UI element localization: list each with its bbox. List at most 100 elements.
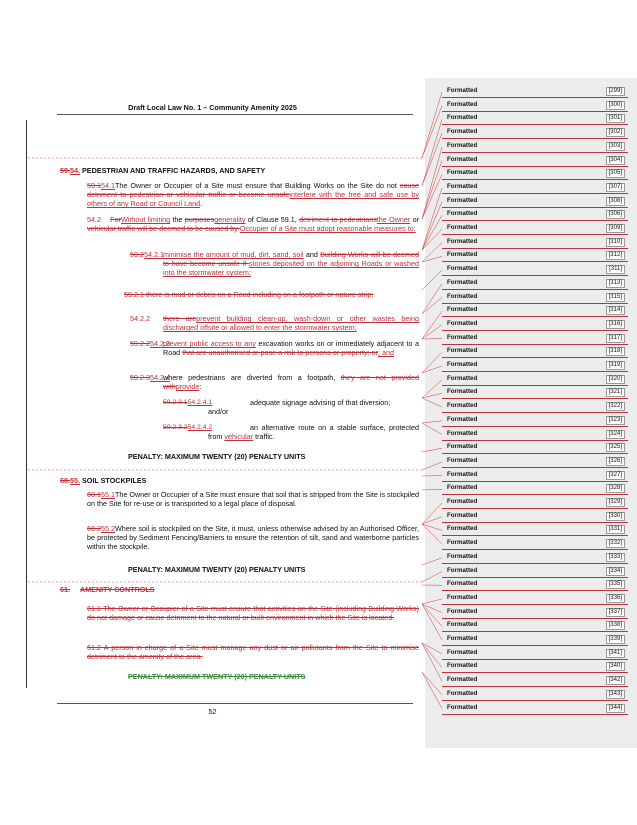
formatted-balloon[interactable]: Formatted [326] <box>442 456 628 468</box>
formatted-balloon[interactable]: Formatted [339] <box>442 634 628 646</box>
formatted-balloon[interactable]: Formatted [336] <box>442 593 628 605</box>
clause-54-2-2[interactable]: there areprevent building clean-up, wash… <box>163 314 419 332</box>
balloon-number: [321] <box>605 388 625 398</box>
formatted-balloon[interactable]: Formatted [309] <box>442 223 628 235</box>
balloon-label: Formatted <box>447 648 478 656</box>
balloon-label: Formatted <box>447 607 478 615</box>
balloon-label: Formatted <box>447 703 478 711</box>
clause-54-2-3-number: 59.2.254.2.3 <box>130 339 170 348</box>
clause-61-1-deleted[interactable]: 61.1 The Owner or Occupier of a Site mus… <box>87 604 419 622</box>
formatted-balloon[interactable]: Formatted [331] <box>442 524 628 537</box>
balloon-label: Formatted <box>447 128 478 136</box>
formatted-balloon[interactable]: Formatted [321] <box>442 387 628 400</box>
formatted-balloon[interactable]: Formatted [311] <box>442 264 628 277</box>
formatted-balloon[interactable]: Formatted [330] <box>442 511 628 523</box>
formatted-balloon[interactable]: Formatted [324] <box>442 429 628 441</box>
clause-54-2-4-2-number: 59.2.3.254.2.4.2 <box>163 424 213 431</box>
clause-54-2-4-number: 59.2.354.2.4 <box>130 373 170 382</box>
formatted-balloon[interactable]: Formatted [306] <box>442 209 628 222</box>
balloon-label: Formatted <box>447 470 478 478</box>
clause-55-2[interactable]: 60.255.2Where soil is stockpiled on the … <box>87 524 419 551</box>
formatted-balloon[interactable]: Formatted [335] <box>442 579 628 592</box>
balloon-label: Formatted <box>447 319 478 327</box>
balloon-label: Formatted <box>447 306 478 314</box>
formatted-balloon[interactable]: Formatted [317] <box>442 333 628 345</box>
formatted-balloon[interactable]: Formatted [304] <box>442 155 628 167</box>
balloon-label: Formatted <box>447 333 478 341</box>
balloon-label: Formatted <box>447 361 478 368</box>
formatted-balloon[interactable]: Formatted [323] <box>442 415 628 427</box>
header-rule <box>57 114 413 115</box>
formatted-balloon[interactable]: Formatted [303] <box>442 141 628 153</box>
formatted-balloon[interactable]: Formatted [327] <box>442 470 628 482</box>
clause-54-2[interactable]: 54.2 ForWithout limiting the purposesgen… <box>87 215 419 233</box>
section-54-heading[interactable]: 59.54. PEDESTRIAN AND TRAFFIC HAZARDS, A… <box>60 166 266 175</box>
formatted-balloon[interactable]: Formatted [320] <box>442 374 628 386</box>
balloon-number: [322] <box>605 402 625 412</box>
formatted-balloon[interactable]: Formatted [340] <box>442 661 628 674</box>
formatted-balloon[interactable]: Formatted [313] <box>442 278 628 290</box>
formatted-balloon[interactable]: Formatted [319] <box>442 360 628 372</box>
formatted-balloon[interactable]: Formatted [316] <box>442 319 628 331</box>
formatted-balloon[interactable]: Formatted [315] <box>442 292 628 304</box>
balloon-number: [332] <box>605 539 625 549</box>
formatted-balloon[interactable]: Formatted [344] <box>442 703 628 715</box>
formatted-balloon[interactable]: Formatted [334] <box>442 566 628 578</box>
formatted-balloon[interactable]: Formatted [332] <box>442 538 628 551</box>
formatted-balloon[interactable]: Formatted [314] <box>442 305 628 318</box>
formatted-balloon[interactable]: Formatted [322] <box>442 401 628 414</box>
formatted-balloon[interactable]: Formatted [329] <box>442 497 628 509</box>
balloon-label: Formatted <box>447 552 478 560</box>
formatted-balloon[interactable]: Formatted [342] <box>442 675 628 688</box>
penalty-61-deleted: PENALTY: MAXIMUM TWENTY (20) PENALTY UNI… <box>128 672 306 681</box>
formatted-balloon[interactable]: Formatted [299] <box>442 86 628 98</box>
formatted-balloon[interactable]: Formatted [302] <box>442 127 628 140</box>
formatted-balloon[interactable]: Formatted [305] <box>442 168 628 181</box>
clause-55-1[interactable]: 60.155.1The Owner or Occupier of a Site … <box>87 490 420 508</box>
clause-54-1[interactable]: 59.154.1The Owner or Occupier of a Site … <box>87 181 419 208</box>
clause-54-2-4-2[interactable]: an alternative route on a stable surface… <box>208 423 419 441</box>
balloon-number: [334] <box>605 566 625 576</box>
section-61-heading-deleted[interactable]: 61. AMENITY CONTROLS <box>60 585 155 594</box>
balloon-number: [302] <box>605 128 625 138</box>
balloon-label: Formatted <box>447 251 478 259</box>
formatted-balloon[interactable]: Formatted [312] <box>442 250 628 263</box>
balloon-label: Formatted <box>447 662 478 670</box>
section-55-heading[interactable]: 60.55. SOIL STOCKPILES <box>60 476 147 485</box>
clause-54-2-4[interactable]: where pedestrians are diverted from a fo… <box>163 373 419 391</box>
document-page: Draft Local Law No. 1 – Community Amenit… <box>26 103 420 716</box>
page-header: Draft Local Law No. 1 – Community Amenit… <box>128 103 297 112</box>
formatted-balloon[interactable]: Formatted [301] <box>442 113 628 126</box>
clause-54-2-1[interactable]: minimise the amount of mud, dirt, sand, … <box>163 250 419 277</box>
formatted-balloon[interactable]: Formatted [310] <box>442 237 628 249</box>
formatted-balloon[interactable]: Formatted [328] <box>442 483 628 496</box>
balloon-number: [333] <box>605 552 625 562</box>
balloon-number: [310] <box>605 237 625 247</box>
formatted-balloon[interactable]: Formatted [318] <box>442 346 628 359</box>
balloon-label: Formatted <box>447 621 478 629</box>
balloon-label: Formatted <box>447 374 478 382</box>
formatted-balloon[interactable]: Formatted [325] <box>442 442 628 455</box>
balloon-label: Formatted <box>447 141 478 149</box>
formatted-balloon[interactable]: Formatted [338] <box>442 620 628 633</box>
penalty-55: PENALTY: MAXIMUM TWENTY (20) PENALTY UNI… <box>128 565 306 574</box>
deleted-clause-59-2-1[interactable]: 59.2.1 there is mud or debris on a Road … <box>124 290 374 299</box>
balloon-number: [342] <box>605 676 625 686</box>
clause-54-2-3[interactable]: prevent public access to any excavation … <box>163 339 419 357</box>
balloon-number: [314] <box>605 306 625 316</box>
formatted-balloon[interactable]: Formatted [300] <box>442 100 628 112</box>
formatted-balloon[interactable]: Formatted [341] <box>442 648 628 660</box>
clause-61-2-deleted[interactable]: 61.2 A person in charge of a Site must m… <box>87 643 419 661</box>
formatted-balloon[interactable]: Formatted [343] <box>442 689 628 701</box>
formatted-balloon[interactable]: Formatted [333] <box>442 552 628 564</box>
balloon-label: Formatted <box>447 498 478 505</box>
balloon-number: [327] <box>605 470 625 480</box>
balloon-number: [336] <box>605 593 625 603</box>
formatted-balloon[interactable]: Formatted [308] <box>442 196 628 208</box>
formatted-balloon[interactable]: Formatted [337] <box>442 607 628 619</box>
balloon-number: [338] <box>605 621 625 631</box>
balloon-label: Formatted <box>447 456 478 464</box>
clause-54-2-4-1[interactable]: adequate signage advising of that divers… <box>250 398 391 407</box>
balloon-number: [316] <box>605 319 625 329</box>
formatted-balloon[interactable]: Formatted [307] <box>442 182 628 194</box>
